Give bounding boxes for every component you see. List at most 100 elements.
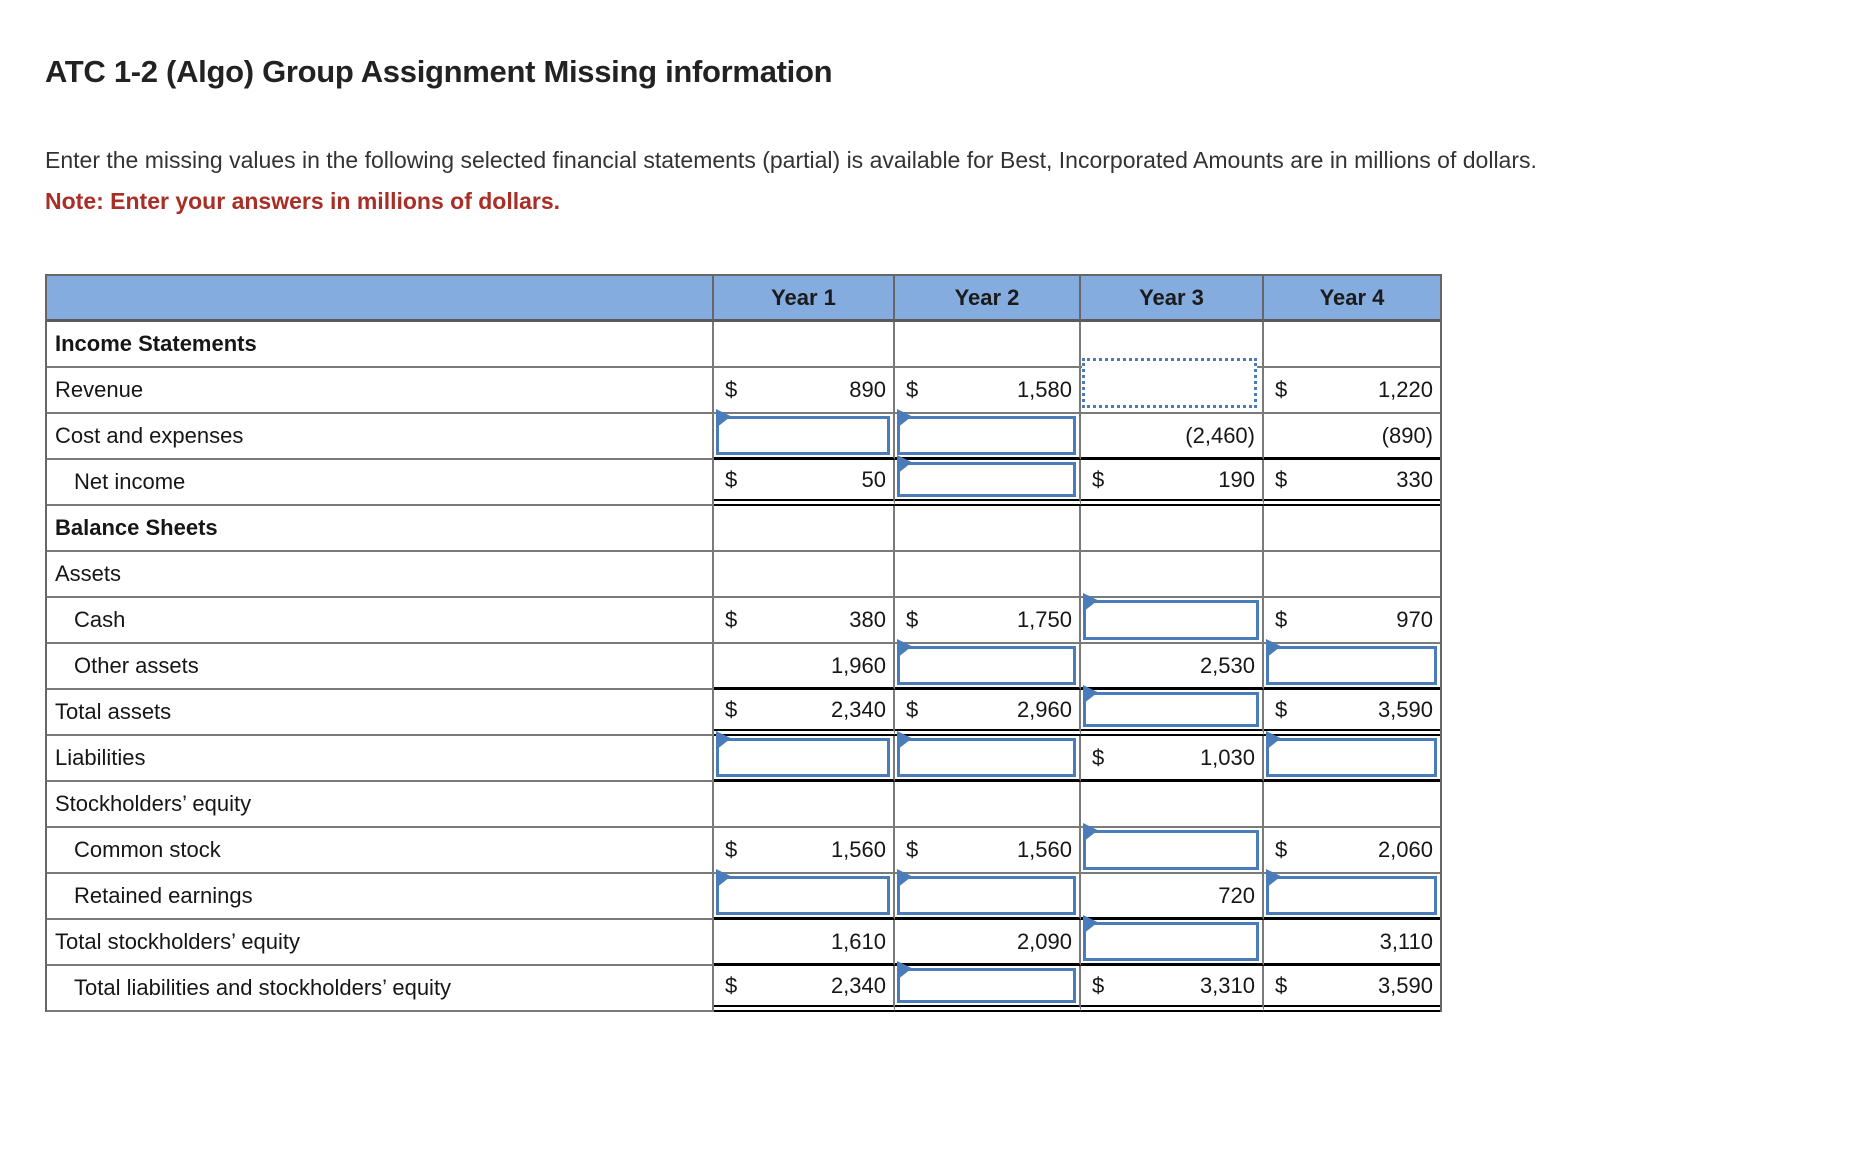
cell-value: 3,310 — [1199, 972, 1255, 998]
answer-input[interactable] — [716, 409, 890, 455]
answer-input[interactable] — [897, 639, 1076, 685]
cell-money: $190 — [1081, 460, 1264, 506]
cell-value: 2,960 — [1016, 696, 1072, 722]
currency-symbol: $ — [1092, 972, 1105, 998]
cell-input — [895, 409, 1081, 460]
cell-value: 2,340 — [830, 972, 886, 998]
cell-value: 330 — [1396, 466, 1433, 492]
currency-symbol: $ — [906, 696, 919, 722]
cell-num: 2,090 — [895, 920, 1081, 966]
currency-symbol: $ — [1275, 607, 1288, 632]
cell-value: 3,590 — [1377, 972, 1433, 998]
cell-empty — [714, 322, 895, 368]
cell-value: 1,750 — [1016, 607, 1072, 632]
cell-input — [1264, 639, 1440, 690]
cell-value: 1,220 — [1377, 377, 1433, 402]
column-header-year-2: Year 2 — [895, 276, 1081, 322]
cell-num: 2,530 — [1081, 644, 1264, 690]
cell-empty — [1081, 552, 1264, 598]
page-title: ATC 1-2 (Algo) Group Assignment Missing … — [45, 54, 833, 89]
cell-money: $1,750 — [895, 598, 1081, 644]
cell-value: 970 — [1396, 607, 1433, 632]
cell-input — [895, 731, 1081, 782]
cell-empty — [1081, 506, 1264, 552]
row-label: Income Statements — [47, 322, 714, 368]
cell-value: (2,460) — [1185, 422, 1255, 448]
cell-money: $2,340 — [714, 966, 895, 1012]
answer-input[interactable] — [1083, 685, 1259, 727]
answer-input[interactable] — [897, 409, 1076, 455]
cell-money: $3,590 — [1264, 966, 1440, 1012]
cell-num: 720 — [1081, 874, 1264, 920]
cell-money: $1,580 — [895, 368, 1081, 414]
cell-empty — [1264, 552, 1440, 598]
currency-symbol: $ — [1275, 696, 1288, 722]
cell-selected — [1081, 358, 1264, 414]
answer-input[interactable] — [716, 731, 890, 777]
active-answer-cell[interactable] — [1082, 358, 1257, 408]
cell-value: 3,110 — [1379, 928, 1433, 954]
cell-value: 1,560 — [1016, 837, 1072, 862]
cell-empty — [1264, 322, 1440, 368]
answer-input[interactable] — [1083, 823, 1259, 870]
cell-value: 50 — [861, 466, 886, 492]
cell-money: $3,310 — [1081, 966, 1264, 1012]
cell-num: (890) — [1264, 414, 1440, 460]
cell-input — [714, 731, 895, 782]
financial-statements-table: Year 1 Year 2 Year 3 Year 4 Income Statement… — [45, 274, 1442, 1012]
cell-value: 190 — [1218, 466, 1255, 492]
column-header-row-labels — [47, 276, 714, 322]
cell-input — [1081, 915, 1264, 966]
row-label: Net income — [47, 460, 714, 506]
row-label: Revenue — [47, 368, 714, 414]
cell-input — [895, 961, 1081, 1012]
cell-money: $2,340 — [714, 690, 895, 736]
cell-value: 2,530 — [1199, 652, 1255, 678]
row-label: Retained earnings — [47, 874, 714, 920]
answer-input[interactable] — [897, 455, 1076, 497]
row-label: Assets — [47, 552, 714, 598]
currency-symbol: $ — [725, 377, 738, 402]
cell-input — [714, 409, 895, 460]
column-header-year-3: Year 3 — [1081, 276, 1264, 322]
currency-symbol: $ — [906, 377, 919, 402]
cell-money: $50 — [714, 460, 895, 506]
answer-input[interactable] — [897, 869, 1076, 915]
cell-empty — [895, 322, 1081, 368]
currency-symbol: $ — [725, 837, 738, 862]
column-header-year-1: Year 1 — [714, 276, 895, 322]
cell-value: 1,560 — [830, 837, 886, 862]
answer-input[interactable] — [1083, 593, 1259, 640]
row-label: Stockholders’ equity — [47, 782, 714, 828]
currency-symbol: $ — [906, 837, 919, 862]
cell-money: $380 — [714, 598, 895, 644]
answer-input[interactable] — [1266, 639, 1437, 685]
assignment-instructions: Enter the missing values in the followin… — [45, 147, 1537, 173]
cell-money: $1,560 — [714, 828, 895, 874]
answer-input[interactable] — [897, 731, 1076, 777]
cell-value: 1,960 — [830, 652, 886, 678]
currency-symbol: $ — [1275, 377, 1288, 402]
cell-money: $2,960 — [895, 690, 1081, 736]
row-label: Liabilities — [47, 736, 714, 782]
cell-value: 3,590 — [1377, 696, 1433, 722]
answer-input[interactable] — [897, 961, 1076, 1003]
cell-num: 1,610 — [714, 920, 895, 966]
cell-value: 2,060 — [1377, 837, 1433, 862]
row-label: Other assets — [47, 644, 714, 690]
answer-input[interactable] — [716, 869, 890, 915]
cell-input — [1264, 869, 1440, 920]
row-label: Cash — [47, 598, 714, 644]
cell-empty — [714, 506, 895, 552]
answer-input[interactable] — [1266, 869, 1437, 915]
answer-input[interactable] — [1266, 731, 1437, 777]
currency-symbol: $ — [1275, 466, 1288, 492]
answer-note: Note: Enter your answers in millions of … — [45, 188, 561, 214]
cell-value: 1,030 — [1199, 744, 1255, 770]
currency-symbol: $ — [1275, 837, 1288, 862]
cell-money: $1,030 — [1081, 736, 1264, 782]
cell-value: 720 — [1218, 882, 1255, 908]
cell-value: 1,580 — [1016, 377, 1072, 402]
answer-input[interactable] — [1083, 915, 1259, 961]
cell-value: (890) — [1381, 422, 1433, 448]
